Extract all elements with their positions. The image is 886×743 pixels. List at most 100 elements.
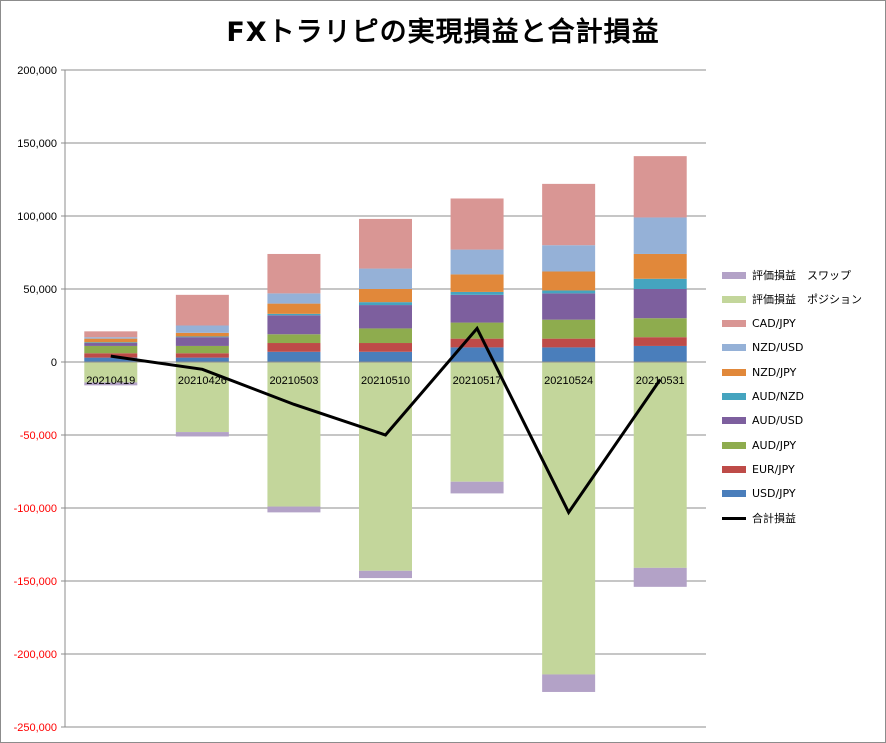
bar-segment bbox=[84, 353, 138, 358]
x-tick-label: 20210524 bbox=[544, 375, 593, 387]
bar-segment bbox=[267, 303, 321, 314]
total-line bbox=[110, 325, 662, 516]
bar-segment bbox=[359, 302, 412, 306]
legend-swatch bbox=[722, 441, 746, 449]
bar-segment bbox=[359, 305, 412, 329]
legend-swatch bbox=[722, 368, 746, 376]
legend-label: EUR/JPY bbox=[752, 462, 795, 476]
legend-item: 評価損益 ポジション bbox=[722, 292, 862, 306]
bar-segment bbox=[542, 362, 596, 675]
bar-segment bbox=[633, 156, 687, 218]
bar-segment bbox=[359, 351, 412, 362]
legend-item: NZD/USD bbox=[722, 341, 803, 355]
legend-item: AUD/JPY bbox=[722, 438, 796, 452]
x-tick-label: 20210510 bbox=[361, 375, 410, 387]
legend-item: AUD/USD bbox=[722, 414, 803, 428]
legend-label: AUD/JPY bbox=[752, 438, 797, 452]
bar-segment bbox=[359, 268, 412, 289]
bar-segment bbox=[359, 328, 412, 344]
bar-segment bbox=[542, 290, 596, 294]
legend-item: USD/JPY bbox=[722, 487, 796, 501]
bar-segment bbox=[542, 245, 596, 272]
bar-segment bbox=[267, 315, 321, 335]
legend-swatch bbox=[722, 344, 746, 352]
bar-segment bbox=[267, 293, 321, 304]
legend-swatch bbox=[722, 490, 746, 498]
bar-segment bbox=[175, 336, 229, 338]
bar-segment bbox=[175, 353, 229, 358]
bar-segment bbox=[84, 331, 138, 338]
bar-segment bbox=[84, 345, 138, 354]
legend-label: NZD/USD bbox=[752, 341, 804, 355]
bar-segment bbox=[84, 343, 138, 346]
legend-label: CAD/JPY bbox=[752, 317, 796, 331]
bar-segment bbox=[175, 332, 229, 337]
legend-label: USD/JPY bbox=[752, 487, 796, 501]
bar-segment bbox=[84, 357, 138, 362]
legend-label: NZD/JPY bbox=[752, 365, 797, 379]
bar-segment bbox=[450, 338, 504, 348]
bar-segment bbox=[175, 345, 229, 354]
bar-segment bbox=[633, 217, 687, 254]
legend-swatch bbox=[722, 320, 746, 328]
x-tick-label: 20210426 bbox=[178, 375, 227, 387]
bar-segment bbox=[450, 362, 504, 482]
bar-segment bbox=[175, 294, 229, 326]
legend-label: 評価損益 スワップ bbox=[752, 269, 851, 282]
x-tick-label: 20210503 bbox=[269, 375, 318, 387]
y-tick-label: -250,000 bbox=[14, 722, 57, 734]
bar-segment bbox=[84, 342, 138, 344]
bar-segment bbox=[633, 289, 687, 319]
bar-segment bbox=[84, 337, 138, 339]
bar-segment bbox=[633, 253, 687, 279]
y-tick-label: -150,000 bbox=[14, 576, 57, 588]
bar-segment bbox=[633, 567, 687, 587]
bar-segment bbox=[633, 278, 687, 289]
bar-segment bbox=[450, 249, 504, 275]
bar-segment bbox=[450, 198, 504, 250]
x-tick-label: 20210517 bbox=[453, 375, 502, 387]
bar-segment bbox=[633, 345, 687, 362]
legend-item: EUR/JPY bbox=[722, 462, 795, 476]
bar-segment bbox=[267, 506, 321, 513]
legend-item: CAD/JPY bbox=[722, 317, 796, 331]
legend-swatch bbox=[722, 271, 746, 279]
bar-segment bbox=[267, 334, 321, 344]
bar-segment bbox=[359, 343, 412, 352]
legend-swatch bbox=[722, 393, 746, 400]
bar-segment bbox=[633, 318, 687, 338]
x-tick-label: 20210419 bbox=[86, 375, 135, 387]
legend-item: NZD/JPY bbox=[722, 365, 796, 379]
y-tick-label: -200,000 bbox=[14, 649, 57, 661]
legend-swatch bbox=[722, 295, 746, 303]
y-tick-label: 0 bbox=[51, 357, 57, 369]
legend-item: 評価損益 スワップ bbox=[722, 268, 851, 282]
bar-segment bbox=[84, 338, 138, 343]
bar-segment bbox=[175, 325, 229, 333]
bar-segment bbox=[359, 570, 412, 579]
bar-segment bbox=[542, 338, 596, 348]
bar-segment bbox=[267, 351, 321, 362]
bar-segment bbox=[267, 253, 321, 294]
bar-segment bbox=[175, 357, 229, 362]
bar-segment bbox=[359, 218, 412, 269]
bar-segment bbox=[450, 481, 504, 494]
legend-swatch bbox=[722, 417, 746, 425]
bar-segment bbox=[450, 291, 504, 295]
bar-segment bbox=[175, 432, 229, 437]
legend-item: 合計損益 bbox=[722, 511, 796, 525]
bar-segment bbox=[542, 674, 596, 692]
bar-segment bbox=[450, 294, 504, 323]
bar-segment bbox=[267, 313, 321, 316]
bar-segment bbox=[359, 362, 412, 571]
bar-segment bbox=[84, 362, 138, 383]
bar-segment bbox=[542, 347, 596, 362]
legend-line-swatch bbox=[722, 516, 746, 520]
bar-segment bbox=[542, 271, 596, 291]
y-tick-label: 150,000 bbox=[17, 138, 57, 150]
bar-segment bbox=[359, 289, 412, 303]
y-tick-label: -100,000 bbox=[14, 503, 57, 515]
chart-title: FXトラリピの実現損益と合計損益 bbox=[226, 17, 660, 48]
bar-segment bbox=[175, 362, 229, 433]
